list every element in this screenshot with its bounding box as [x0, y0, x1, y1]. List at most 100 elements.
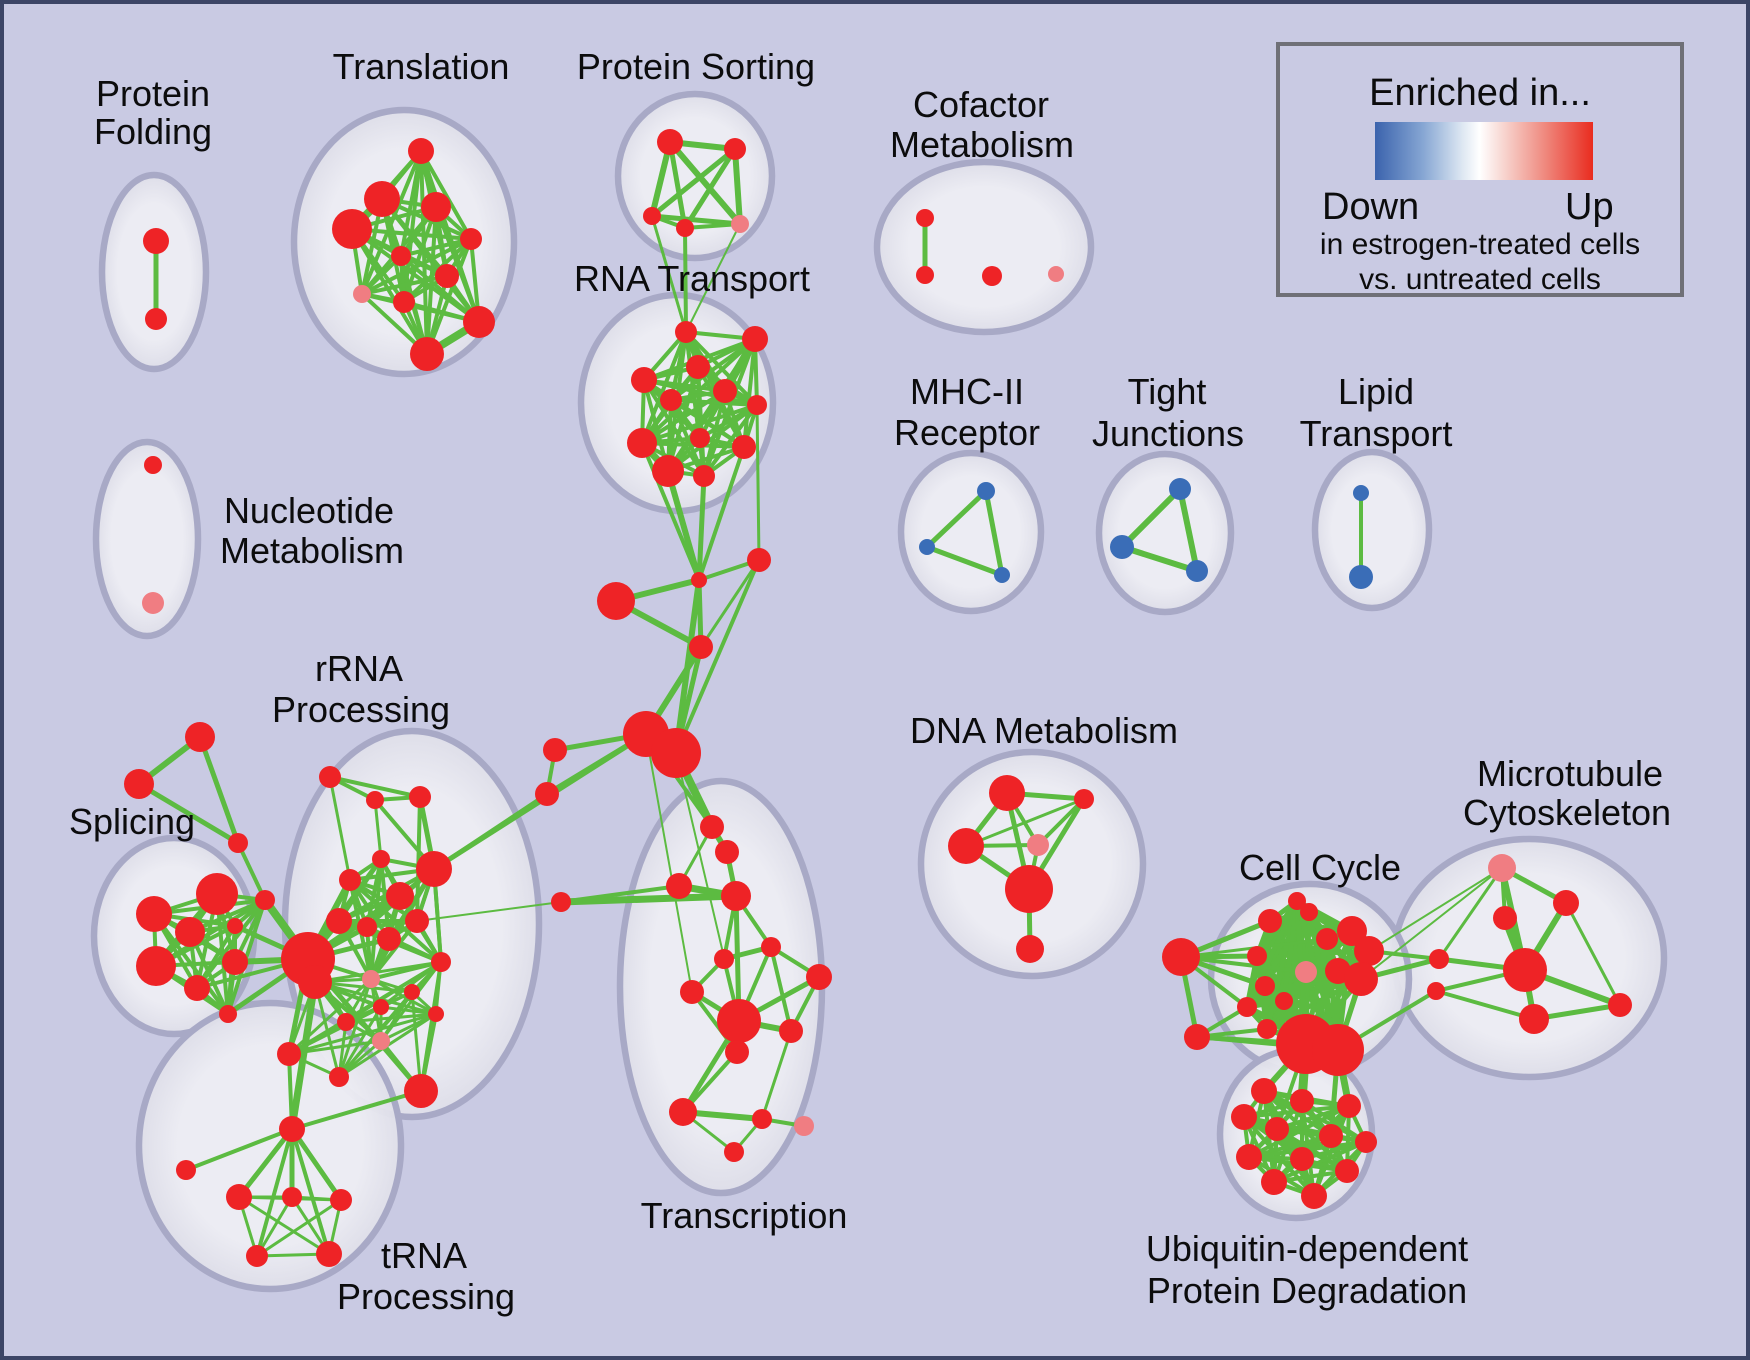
node-CC16[interactable] [1354, 936, 1384, 966]
node-TN1[interactable] [176, 1160, 196, 1180]
node-SP2[interactable] [196, 873, 238, 915]
node-M2[interactable] [919, 539, 935, 555]
node-TN6[interactable] [246, 1245, 268, 1267]
node-TN3[interactable] [282, 1187, 302, 1207]
node-SP7[interactable] [222, 949, 248, 975]
node-UB9[interactable] [1290, 1147, 1314, 1171]
node-SP4[interactable] [136, 946, 176, 986]
node-UB11[interactable] [1261, 1169, 1287, 1195]
node-PS4[interactable] [676, 219, 694, 237]
node-PF2[interactable] [145, 308, 167, 330]
node-R20[interactable] [372, 1032, 390, 1050]
node-SPT2[interactable] [124, 769, 154, 799]
node-R5[interactable] [339, 869, 361, 891]
node-R7[interactable] [386, 882, 414, 910]
node-RT3[interactable] [686, 355, 710, 379]
node-TJ2[interactable] [1110, 535, 1134, 559]
node-N2[interactable] [142, 592, 164, 614]
node-N1[interactable] [144, 456, 162, 474]
node-C5[interactable] [543, 738, 567, 762]
node-SP1[interactable] [136, 896, 172, 932]
node-TJ1[interactable] [1169, 478, 1191, 500]
node-C7[interactable] [551, 892, 571, 912]
node-SPT3[interactable] [228, 833, 248, 853]
node-SPT1[interactable] [185, 722, 215, 752]
node-TN5[interactable] [316, 1241, 342, 1267]
node-RT5[interactable] [713, 379, 737, 403]
node-T10[interactable] [463, 306, 495, 338]
node-R3[interactable] [409, 786, 431, 808]
node-R13[interactable] [405, 909, 429, 933]
node-CC21[interactable] [1312, 1024, 1364, 1076]
node-RT12[interactable] [693, 465, 715, 487]
node-RT7[interactable] [747, 395, 767, 415]
node-CM1[interactable] [916, 209, 934, 227]
node-MT7[interactable] [1429, 949, 1449, 969]
node-UB1[interactable] [1251, 1078, 1277, 1104]
node-R4[interactable] [372, 850, 390, 868]
node-RT2[interactable] [742, 326, 768, 352]
node-RT1[interactable] [675, 321, 697, 343]
node-SP8[interactable] [255, 890, 275, 910]
node-C1[interactable] [597, 582, 635, 620]
node-SP6[interactable] [184, 975, 210, 1001]
node-TR2[interactable] [715, 840, 739, 864]
node-CC13[interactable] [1300, 903, 1318, 921]
node-PS3[interactable] [643, 207, 661, 225]
node-R1[interactable] [319, 766, 341, 788]
node-R12[interactable] [377, 927, 401, 951]
node-PS5[interactable] [731, 215, 749, 233]
node-L2[interactable] [1349, 565, 1373, 589]
node-TR14[interactable] [794, 1116, 814, 1136]
node-R14[interactable] [362, 970, 380, 988]
node-TR7[interactable] [680, 980, 704, 1004]
node-CC7[interactable] [1257, 1019, 1277, 1039]
node-TR3[interactable] [666, 873, 692, 899]
node-SP9[interactable] [219, 1005, 237, 1023]
node-CC19[interactable] [1344, 962, 1378, 996]
node-MT5[interactable] [1519, 1004, 1549, 1034]
node-C3[interactable] [747, 548, 771, 572]
node-C4[interactable] [689, 635, 713, 659]
node-CC2[interactable] [1184, 1024, 1210, 1050]
node-CC6[interactable] [1237, 997, 1257, 1017]
node-TR8[interactable] [717, 999, 761, 1043]
node-CC1[interactable] [1162, 938, 1200, 976]
node-TN4[interactable] [330, 1189, 352, 1211]
node-T11[interactable] [410, 337, 444, 371]
node-TR13[interactable] [724, 1142, 744, 1162]
node-TR1[interactable] [700, 815, 724, 839]
node-T4[interactable] [332, 209, 372, 249]
node-T8[interactable] [353, 285, 371, 303]
node-R18[interactable] [428, 1006, 444, 1022]
node-CC3[interactable] [1258, 909, 1282, 933]
node-DM1[interactable] [989, 775, 1025, 811]
node-L1[interactable] [1353, 485, 1369, 501]
node-UB2[interactable] [1290, 1089, 1314, 1113]
node-UB3[interactable] [1337, 1094, 1361, 1118]
node-PS1[interactable] [657, 129, 683, 155]
node-UB8[interactable] [1236, 1144, 1262, 1170]
node-R21[interactable] [404, 1074, 438, 1108]
node-TJ3[interactable] [1186, 560, 1208, 582]
node-RT9[interactable] [627, 428, 657, 458]
node-R11[interactable] [357, 917, 377, 937]
node-TR4[interactable] [721, 881, 751, 911]
node-CC4[interactable] [1247, 946, 1267, 966]
node-T3[interactable] [421, 192, 451, 222]
node-UB4[interactable] [1231, 1104, 1257, 1130]
node-TR15[interactable] [806, 964, 832, 990]
node-TN2[interactable] [226, 1184, 252, 1210]
node-UB5[interactable] [1265, 1117, 1289, 1141]
node-DM4[interactable] [1027, 834, 1049, 856]
node-CC8[interactable] [1295, 961, 1317, 983]
node-SP3[interactable] [175, 917, 205, 947]
node-CC15[interactable] [1337, 916, 1367, 946]
node-TNH[interactable] [279, 1116, 305, 1142]
node-PS2[interactable] [724, 138, 746, 160]
node-R2[interactable] [366, 791, 384, 809]
node-CM4[interactable] [1048, 266, 1064, 282]
node-CC10[interactable] [1275, 992, 1293, 1010]
node-MT3[interactable] [1493, 906, 1517, 930]
node-RT6[interactable] [660, 389, 682, 411]
